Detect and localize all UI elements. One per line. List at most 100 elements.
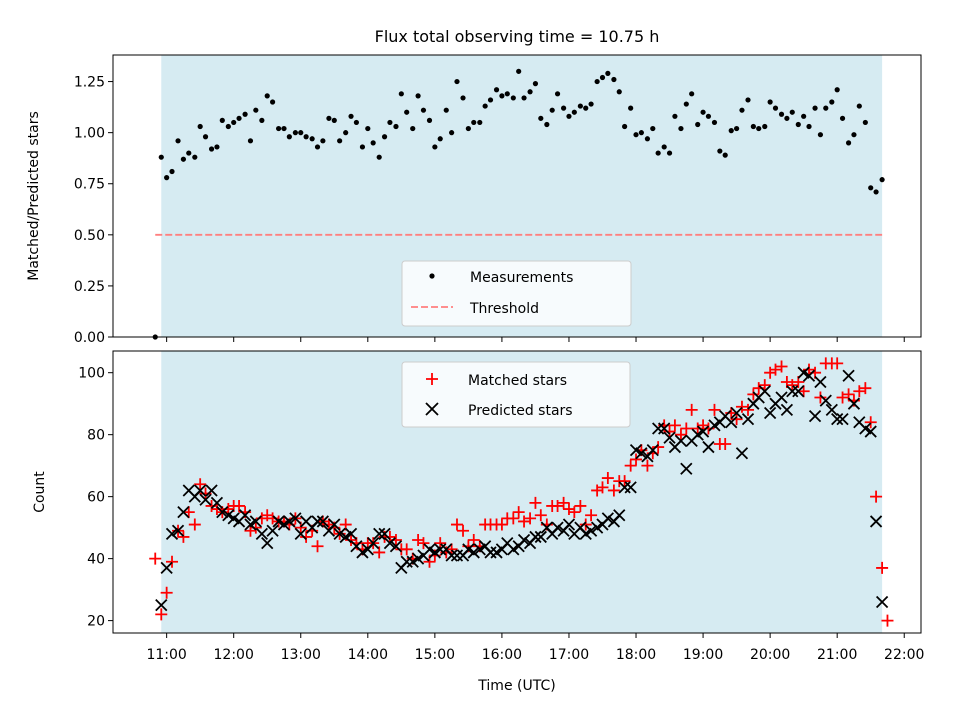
- x-tick-label: 16:00: [482, 647, 522, 663]
- matched-point: [249, 521, 262, 534]
- matched-point: [149, 552, 162, 565]
- measurement-point: [247, 138, 254, 144]
- predicted-point: [618, 481, 631, 494]
- matched-point: [194, 478, 207, 491]
- matched-point: [400, 543, 413, 556]
- measurement-point: [219, 117, 225, 123]
- predicted-point: [741, 413, 755, 426]
- measurement-point: [432, 144, 438, 150]
- predicted-point: [635, 447, 648, 460]
- measurement-point: [331, 117, 337, 123]
- measurement-point: [353, 119, 360, 126]
- measurement-point: [678, 125, 684, 132]
- predicted-point: [875, 595, 889, 609]
- measurement-point: [628, 105, 634, 111]
- measurement-point: [549, 107, 555, 113]
- measurement-point: [259, 117, 265, 123]
- measurement-point: [616, 89, 622, 95]
- measurement-point: [420, 107, 427, 113]
- matched-point: [831, 357, 844, 370]
- measurement-point: [856, 103, 862, 109]
- matched-point: [450, 518, 463, 531]
- measurement-point: [650, 125, 656, 132]
- predicted-point: [624, 481, 637, 494]
- measurement-point: [521, 95, 527, 101]
- matched-point: [551, 499, 564, 512]
- matched-point: [618, 475, 631, 488]
- matched-point: [764, 366, 777, 379]
- measurement-point: [482, 103, 488, 109]
- matched-point: [160, 586, 173, 599]
- predicted-point: [210, 496, 224, 509]
- matched-point: [507, 512, 520, 525]
- matched-point: [182, 506, 195, 519]
- measurement-point: [376, 154, 382, 160]
- y-tick-label: 0.75: [74, 177, 105, 193]
- measurement-point: [404, 109, 410, 115]
- matched-point: [210, 503, 223, 516]
- measurement-point: [806, 123, 812, 130]
- measurement-point: [711, 119, 718, 126]
- predicted-point: [864, 425, 877, 438]
- predicted-point: [450, 549, 464, 562]
- predicted-point: [702, 440, 715, 454]
- predicted-point: [735, 447, 749, 460]
- x-tick-label: 19:00: [683, 647, 723, 663]
- predicted-point: [663, 431, 676, 444]
- predicted-point: [266, 524, 279, 537]
- predicted-point: [825, 403, 838, 417]
- top-y-axis-label: Matched/Predicted stars: [26, 111, 42, 281]
- predicted-point: [792, 385, 805, 398]
- measurement-point: [862, 119, 868, 126]
- measurement-point: [314, 144, 321, 150]
- y-tick-label: 100: [78, 366, 105, 382]
- predicted-point: [283, 515, 296, 528]
- measurement-point: [487, 97, 494, 103]
- measurement-point: [795, 121, 801, 128]
- matched-point: [233, 499, 246, 512]
- matched-point: [585, 509, 598, 522]
- measurement-point: [599, 74, 606, 81]
- predicted-point: [551, 521, 564, 534]
- measurement-point: [465, 125, 471, 132]
- matched-point: [412, 534, 425, 547]
- measurement-point: [845, 140, 852, 146]
- measurement-point: [544, 121, 550, 128]
- measurement-point: [202, 134, 209, 140]
- measurement-point: [269, 99, 276, 105]
- x-tick-label: 14:00: [348, 647, 388, 663]
- matched-point: [668, 419, 681, 432]
- measurement-point: [292, 130, 298, 136]
- measurement-point: [303, 134, 309, 140]
- predicted-point: [517, 533, 531, 547]
- matched-point: [574, 499, 587, 512]
- measurement-point: [588, 101, 594, 107]
- measurement-point: [493, 87, 500, 93]
- measurement-point: [298, 130, 304, 136]
- bottom-legend-box: [401, 361, 631, 428]
- predicted-point: [601, 512, 614, 525]
- predicted-point: [819, 394, 832, 407]
- measurement-point: [186, 150, 192, 156]
- measurement-point: [326, 115, 332, 121]
- measurement-point: [728, 128, 734, 134]
- predicted-point: [802, 369, 816, 382]
- measurement-point: [264, 93, 270, 99]
- measurement-point: [532, 81, 539, 87]
- predicted-point: [674, 434, 688, 448]
- matched-point: [177, 530, 190, 543]
- measurement-point: [175, 138, 181, 144]
- measurement-point: [683, 101, 689, 107]
- measurement-point: [253, 107, 259, 113]
- predicted-point: [562, 518, 576, 531]
- measurement-point: [320, 138, 326, 144]
- measurement-point: [499, 93, 505, 99]
- predicted-point: [808, 409, 822, 423]
- bottom-axes-frame: [112, 350, 922, 634]
- top-axes-frame: [112, 54, 922, 338]
- measurement-point: [767, 99, 773, 105]
- matched-point: [300, 530, 313, 543]
- matched-point: [719, 437, 732, 450]
- matched-point: [814, 391, 827, 404]
- matched-point: [708, 403, 721, 416]
